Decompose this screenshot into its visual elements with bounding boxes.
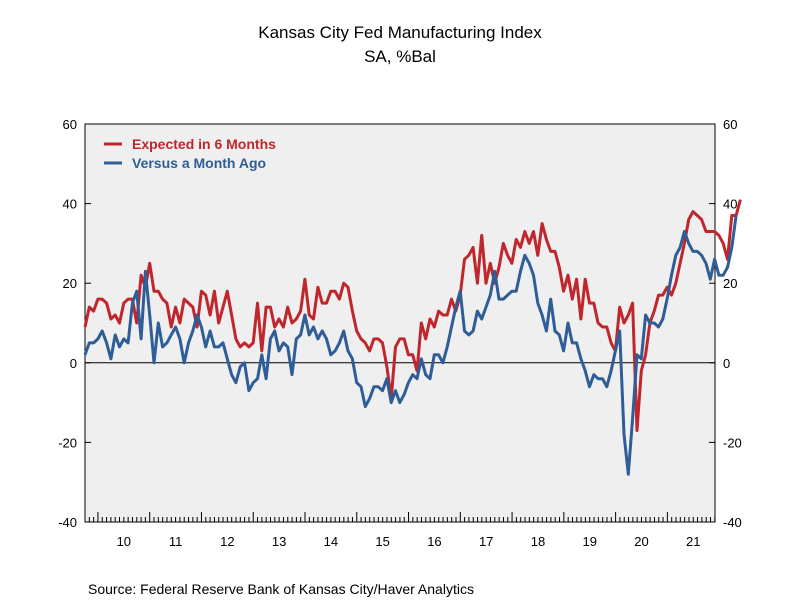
x-tick-label: 18 [531, 534, 545, 549]
chart-subtitle: SA, %Bal [364, 47, 436, 66]
series-line-expected [83, 199, 742, 432]
x-tick-label: 11 [169, 534, 183, 549]
series-line-versus [83, 215, 738, 476]
x-tick-label: 12 [220, 534, 234, 549]
y-tick-label-right: -40 [723, 515, 742, 530]
x-tick-label: 17 [479, 534, 493, 549]
y-tick-label-left: 60 [63, 117, 77, 132]
x-tick-label: 14 [324, 534, 338, 549]
y-tick-label-left: -40 [58, 515, 77, 530]
plot-area [84, 123, 716, 523]
y-tick-label-right: 60 [723, 117, 737, 132]
x-axis: 10 11 12 13 14 15 16 17 18 19 20 21 [84, 512, 716, 549]
x-tick-label: 21 [686, 534, 700, 549]
y-tick-label-right: 20 [723, 276, 737, 291]
source-note: Source: Federal Reserve Bank of Kansas C… [88, 581, 474, 597]
y-tick-label-right: 40 [723, 197, 737, 212]
y-tick-label-left: 0 [70, 356, 77, 371]
y-tick-label-left: -20 [58, 435, 77, 450]
x-tick-label: 15 [375, 534, 389, 549]
x-tick-label: 19 [582, 534, 596, 549]
legend: Expected in 6 Months Versus a Month Ago [104, 136, 276, 171]
y-tick-label-left: 20 [63, 276, 77, 291]
chart-title: Kansas City Fed Manufacturing Index [258, 23, 542, 42]
x-tick-label: 16 [427, 534, 441, 549]
y-tick-label-left: 40 [63, 197, 77, 212]
x-tick-label: 13 [272, 534, 286, 549]
legend-label-versus: Versus a Month Ago [132, 155, 266, 171]
legend-label-expected: Expected in 6 Months [132, 136, 276, 152]
x-tick-label: 20 [634, 534, 648, 549]
y-tick-label-right: 0 [723, 356, 730, 371]
y-axis-right: 60 40 20 0 -20 -40 [709, 117, 742, 530]
x-tick-label: 10 [117, 534, 131, 549]
y-tick-label-right: -20 [723, 435, 742, 450]
